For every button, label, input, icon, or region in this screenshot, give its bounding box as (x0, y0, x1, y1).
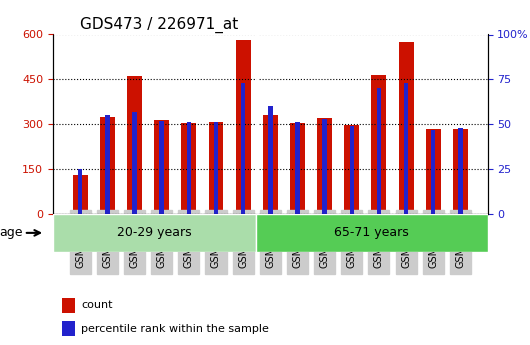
Bar (377, 88, 381, 214)
Bar (61, 321, 75, 336)
Bar (317, 118, 332, 214)
Text: percentile rank within the sample: percentile rank within the sample (81, 324, 269, 334)
Bar (208, 122, 224, 214)
Bar (431, 130, 436, 214)
Bar (160, 121, 164, 214)
Bar (322, 119, 327, 214)
Bar (344, 125, 359, 214)
Bar (372, 75, 386, 214)
Bar (214, 122, 218, 214)
Bar (181, 123, 196, 214)
Bar (404, 83, 408, 214)
Bar (399, 42, 413, 214)
Bar (187, 122, 191, 214)
Bar (132, 112, 137, 214)
Bar (263, 115, 278, 214)
Text: age: age (0, 226, 22, 239)
Bar (61, 297, 75, 313)
Bar (268, 106, 272, 214)
Bar (154, 120, 169, 214)
Text: GDS473 / 226971_at: GDS473 / 226971_at (80, 17, 238, 33)
Bar (127, 76, 142, 214)
Bar (241, 83, 245, 214)
FancyBboxPatch shape (256, 214, 488, 252)
Bar (295, 122, 299, 214)
FancyBboxPatch shape (53, 214, 256, 252)
Bar (349, 126, 354, 214)
Bar (78, 169, 83, 214)
Bar (73, 175, 87, 214)
Text: 65-71 years: 65-71 years (334, 226, 409, 239)
Text: count: count (81, 300, 113, 310)
Text: 20-29 years: 20-29 years (117, 226, 192, 239)
Bar (426, 129, 440, 214)
Bar (458, 128, 463, 214)
Bar (290, 123, 305, 214)
Bar (453, 129, 468, 214)
Bar (236, 40, 251, 214)
Bar (100, 117, 115, 214)
Bar (105, 115, 110, 214)
